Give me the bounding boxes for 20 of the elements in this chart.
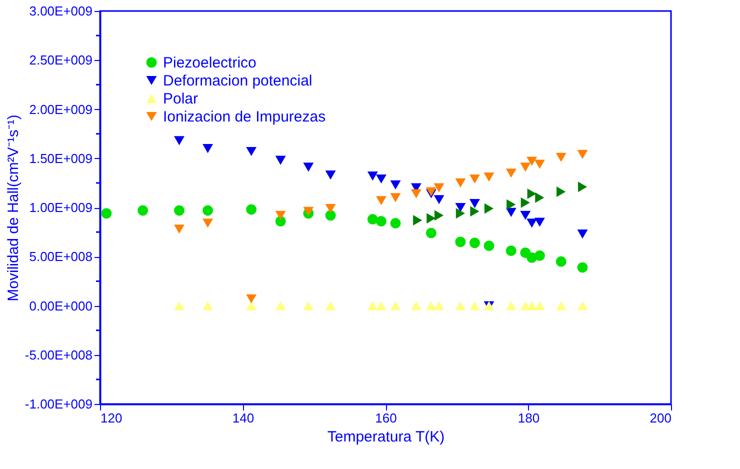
x-tick-label: 120	[100, 410, 122, 426]
legend-label: Deformacion potencial	[163, 72, 312, 90]
x-axis-title: Temperatura T(K)	[327, 428, 445, 446]
y-tick-label: 1.00E+009	[29, 200, 92, 215]
legend-label: Ionizacion de Impurezas	[163, 108, 326, 126]
y-tick-label: -5.00E+008	[24, 347, 92, 362]
x-tick-label: 200	[650, 410, 672, 426]
x-tick-label: 180	[518, 410, 540, 426]
y-tick-label: 1.50E+009	[29, 150, 92, 166]
x-tick-label: 140	[232, 410, 254, 426]
y-axis-title: Movilidad de Hall(cm²V⁻¹s⁻¹)	[4, 114, 22, 302]
x-tick-label: 160	[375, 410, 397, 426]
y-tick-label: 2.50E+009	[29, 52, 92, 68]
y-tick-label: 2.00E+009	[29, 102, 92, 117]
y-tick-label: 3.00E+009	[29, 4, 92, 18]
y-tick-label: 5.00E+008	[29, 249, 92, 264]
y-tick-label: 0.00E+000	[29, 298, 92, 314]
legend-label: Polar	[163, 90, 198, 108]
legend-label: Piezoelectrico	[163, 54, 256, 72]
y-tick-label: -1.00E+009	[24, 396, 92, 412]
